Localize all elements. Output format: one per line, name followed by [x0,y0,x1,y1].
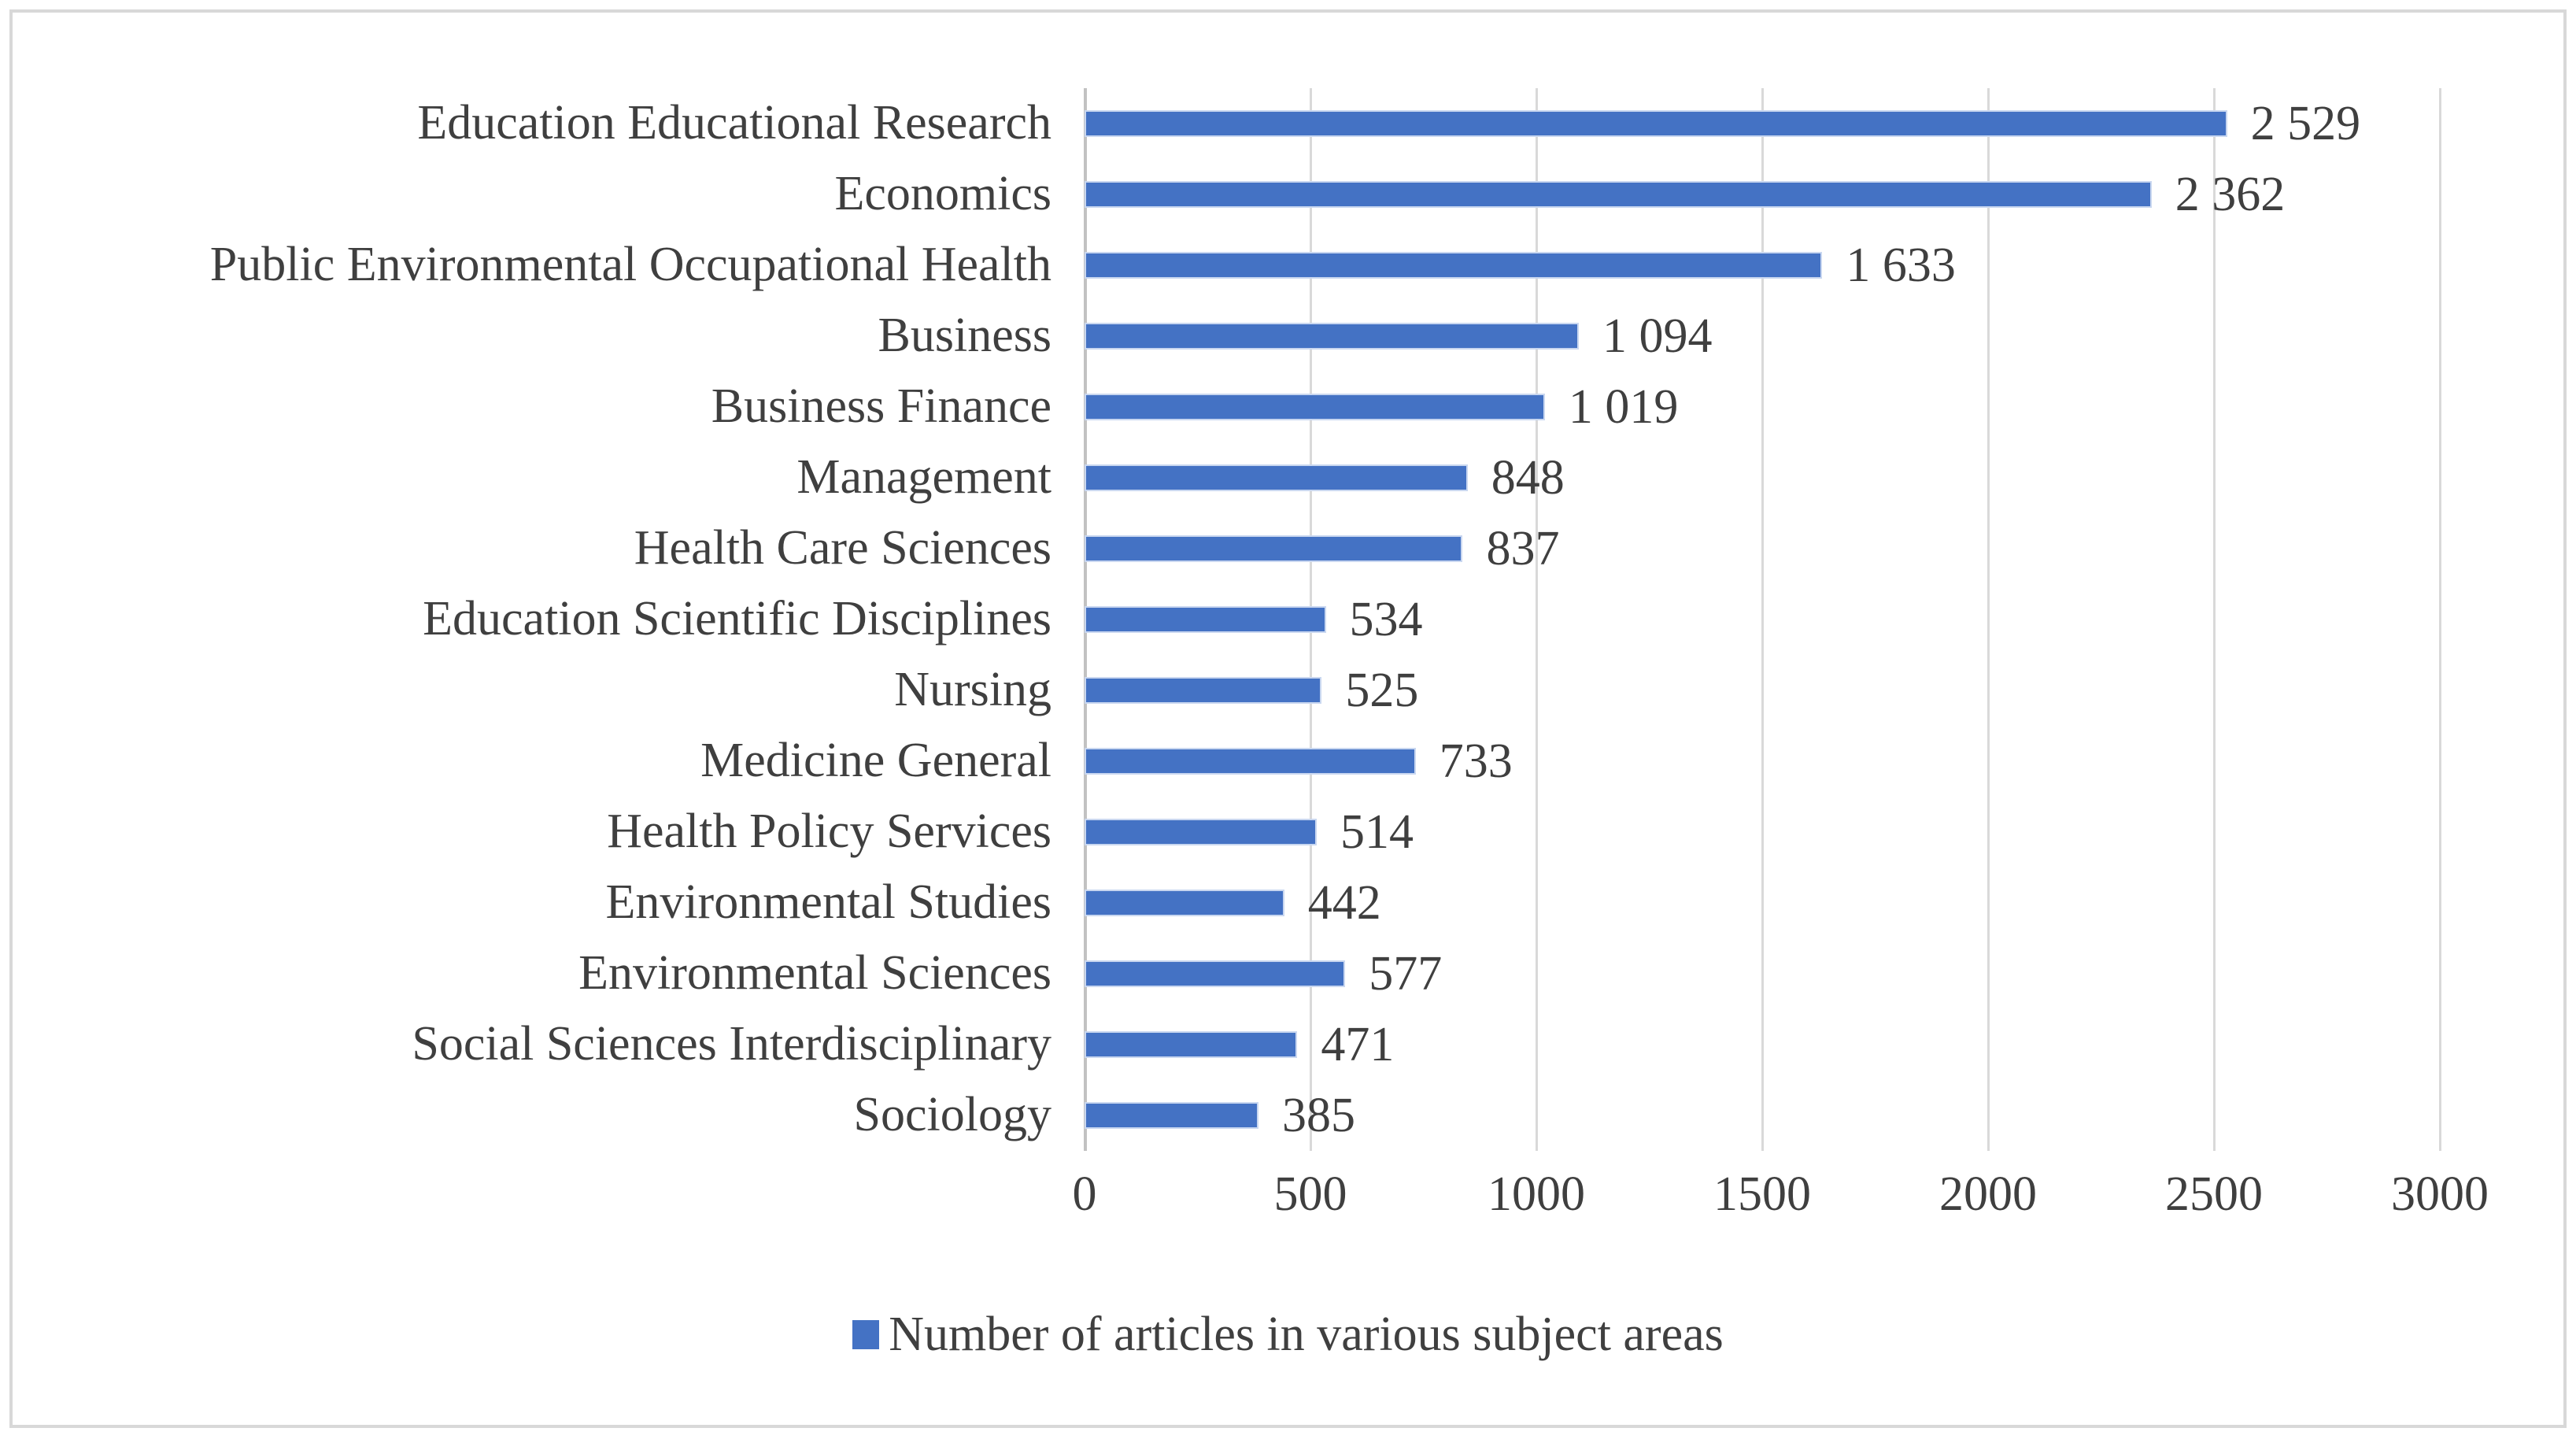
chart-row: Economics 2 362 [13,159,2440,230]
bar [1085,819,1318,845]
value-label: 733 [1439,734,1513,788]
category-label: Health Care Sciences [634,521,1051,575]
chart-row: Nursing 525 [13,655,2440,726]
bar-track: 2 362 [1085,159,2440,230]
value-label: 525 [1345,664,1419,717]
x-tick-label-500: 500 [1273,1167,1347,1221]
x-tick-label-1000: 1000 [1487,1167,1585,1221]
gridline-1000 [1535,88,1538,1151]
chart-row: Health Care Sciences 837 [13,513,2440,584]
x-tick-label-0: 0 [1072,1167,1097,1221]
category-label: Social Sciences Interdisciplinary [412,1017,1051,1071]
chart-frame: Education Educational Research 2 529 Econo… [9,9,2567,1428]
value-label: 471 [1321,1018,1395,1071]
bar-track: 1 019 [1085,372,2440,442]
category-label: Public Environmental Occupational Health [209,238,1051,292]
category-label: Health Policy Services [607,805,1051,859]
category-label: Environmental Sciences [578,946,1051,1001]
legend-label: Number of articles in various subject ar… [889,1308,1724,1361]
bar [1085,1102,1258,1129]
bar-track: 442 [1085,867,2440,938]
bar [1085,1031,1298,1058]
bar-track: 1 094 [1085,301,2440,372]
chart-row: Environmental Studies 442 [13,867,2440,938]
gridline-2500 [2213,88,2216,1151]
x-axis: 0 500 1000 1500 2000 2500 3000 [1073,1167,2489,1241]
category-label: Environmental Studies [605,875,1051,930]
x-tick-label-3000: 3000 [2391,1167,2489,1221]
bar-track: 1 633 [1085,230,2440,301]
chart-row: Social Sciences Interdisciplinary 471 [13,1009,2440,1080]
chart-row: Management 848 [13,442,2440,513]
category-label: Education Educational Research [417,96,1051,150]
bar-track: 534 [1085,584,2440,655]
chart-row: Medicine General 733 [13,726,2440,797]
chart-row: Business Finance 1 019 [13,372,2440,442]
gridline-3000 [2439,88,2441,1151]
chart-row: Health Policy Services 514 [13,797,2440,867]
bar [1085,110,2227,137]
value-label: 837 [1486,522,1560,575]
bar-track: 577 [1085,938,2440,1009]
value-label: 514 [1340,805,1414,859]
bar [1085,181,2152,208]
bar-track: 525 [1085,655,2440,726]
bar [1085,252,1823,279]
bar [1085,323,1579,350]
value-label: 534 [1349,593,1423,646]
value-label: 2 362 [2175,168,2286,221]
bar [1085,606,1326,633]
bar [1085,464,1468,491]
value-label: 385 [1281,1089,1355,1142]
bar-track: 514 [1085,797,2440,867]
category-label: Nursing [894,663,1051,717]
category-label: Economics [834,167,1052,221]
category-label: Sociology [853,1088,1051,1142]
category-label: Business [878,309,1051,363]
value-label: 1 019 [1568,380,1679,434]
value-label: 848 [1491,451,1565,505]
value-label: 2 529 [2250,97,2361,150]
bar-track: 733 [1085,726,2440,797]
bar [1085,677,1322,704]
bar-track: 848 [1085,442,2440,513]
value-label: 1 633 [1846,239,1956,292]
legend-swatch-icon [852,1319,880,1349]
bar-rows: Education Educational Research 2 529 Econo… [13,88,2440,1151]
chart-row: Education Scientific Disciplines 534 [13,584,2440,655]
legend: Number of articles in various subject ar… [13,1310,2563,1359]
x-tick-label-1500: 1500 [1713,1167,1811,1221]
chart-row: Business 1 094 [13,301,2440,372]
bar [1085,748,1416,775]
chart-row: Environmental Sciences 577 [13,938,2440,1009]
value-label: 1 094 [1602,309,1713,363]
bar-track: 837 [1085,513,2440,584]
bar-track: 385 [1085,1080,2440,1151]
x-tick-label-2500: 2500 [2165,1167,2263,1221]
category-label: Management [796,450,1051,505]
chart-row: Education Educational Research 2 529 [13,88,2440,159]
bar [1085,890,1284,916]
gridline-2000 [1987,88,1990,1151]
chart-row: Public Environmental Occupational Health… [13,230,2440,301]
category-label: Business Finance [711,379,1051,434]
chart-row: Sociology 385 [13,1080,2440,1151]
category-label: Medicine General [700,734,1051,788]
bar [1085,960,1346,987]
value-label: 577 [1369,947,1443,1001]
gridline-1500 [1761,88,1764,1151]
bar [1085,535,1463,562]
bar [1085,394,1545,420]
bar-track: 2 529 [1085,88,2440,159]
bar-track: 471 [1085,1009,2440,1080]
value-label: 442 [1307,876,1381,930]
category-label: Education Scientific Disciplines [423,592,1051,646]
x-tick-label-2000: 2000 [1938,1167,2037,1221]
